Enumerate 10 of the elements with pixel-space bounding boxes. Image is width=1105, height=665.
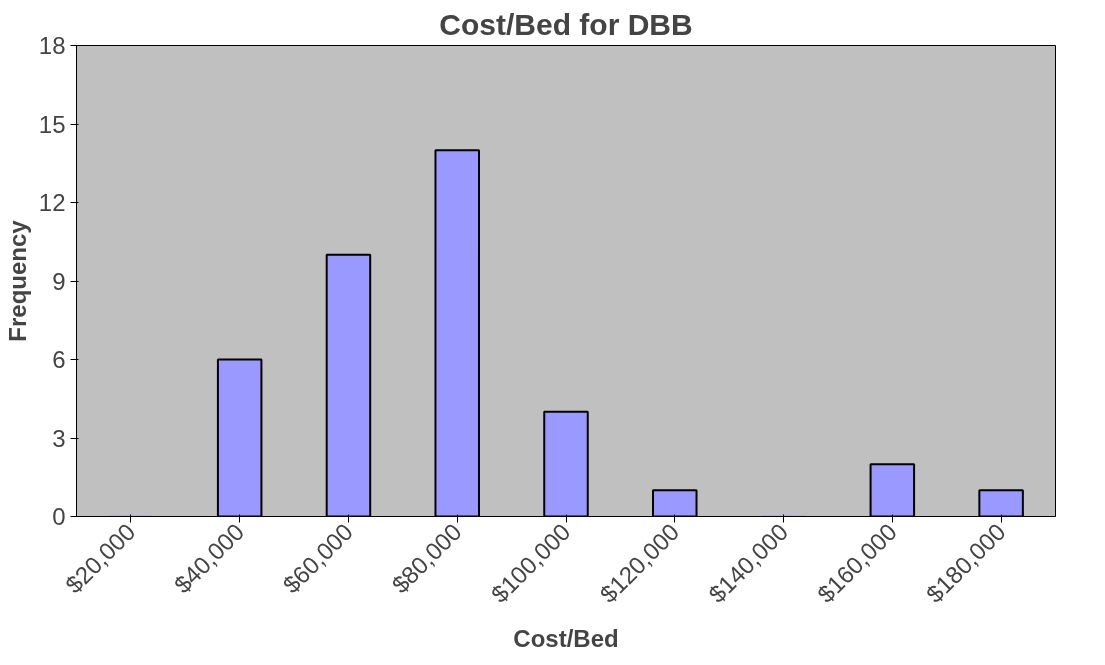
y-tick-label: 18 xyxy=(38,32,66,59)
y-tick-label: 12 xyxy=(38,189,66,216)
y-axis-title: Frequency xyxy=(3,219,31,342)
y-tick-label: 3 xyxy=(52,424,66,452)
y-tick-label: 15 xyxy=(38,110,66,138)
x-axis-title: Cost/Bed xyxy=(513,625,619,653)
y-tick-label: 6 xyxy=(52,346,66,373)
y-tick-label: 9 xyxy=(52,267,66,295)
chart-title: Cost/Bed for DBB xyxy=(439,7,693,41)
y-tick-label: 0 xyxy=(52,503,66,530)
